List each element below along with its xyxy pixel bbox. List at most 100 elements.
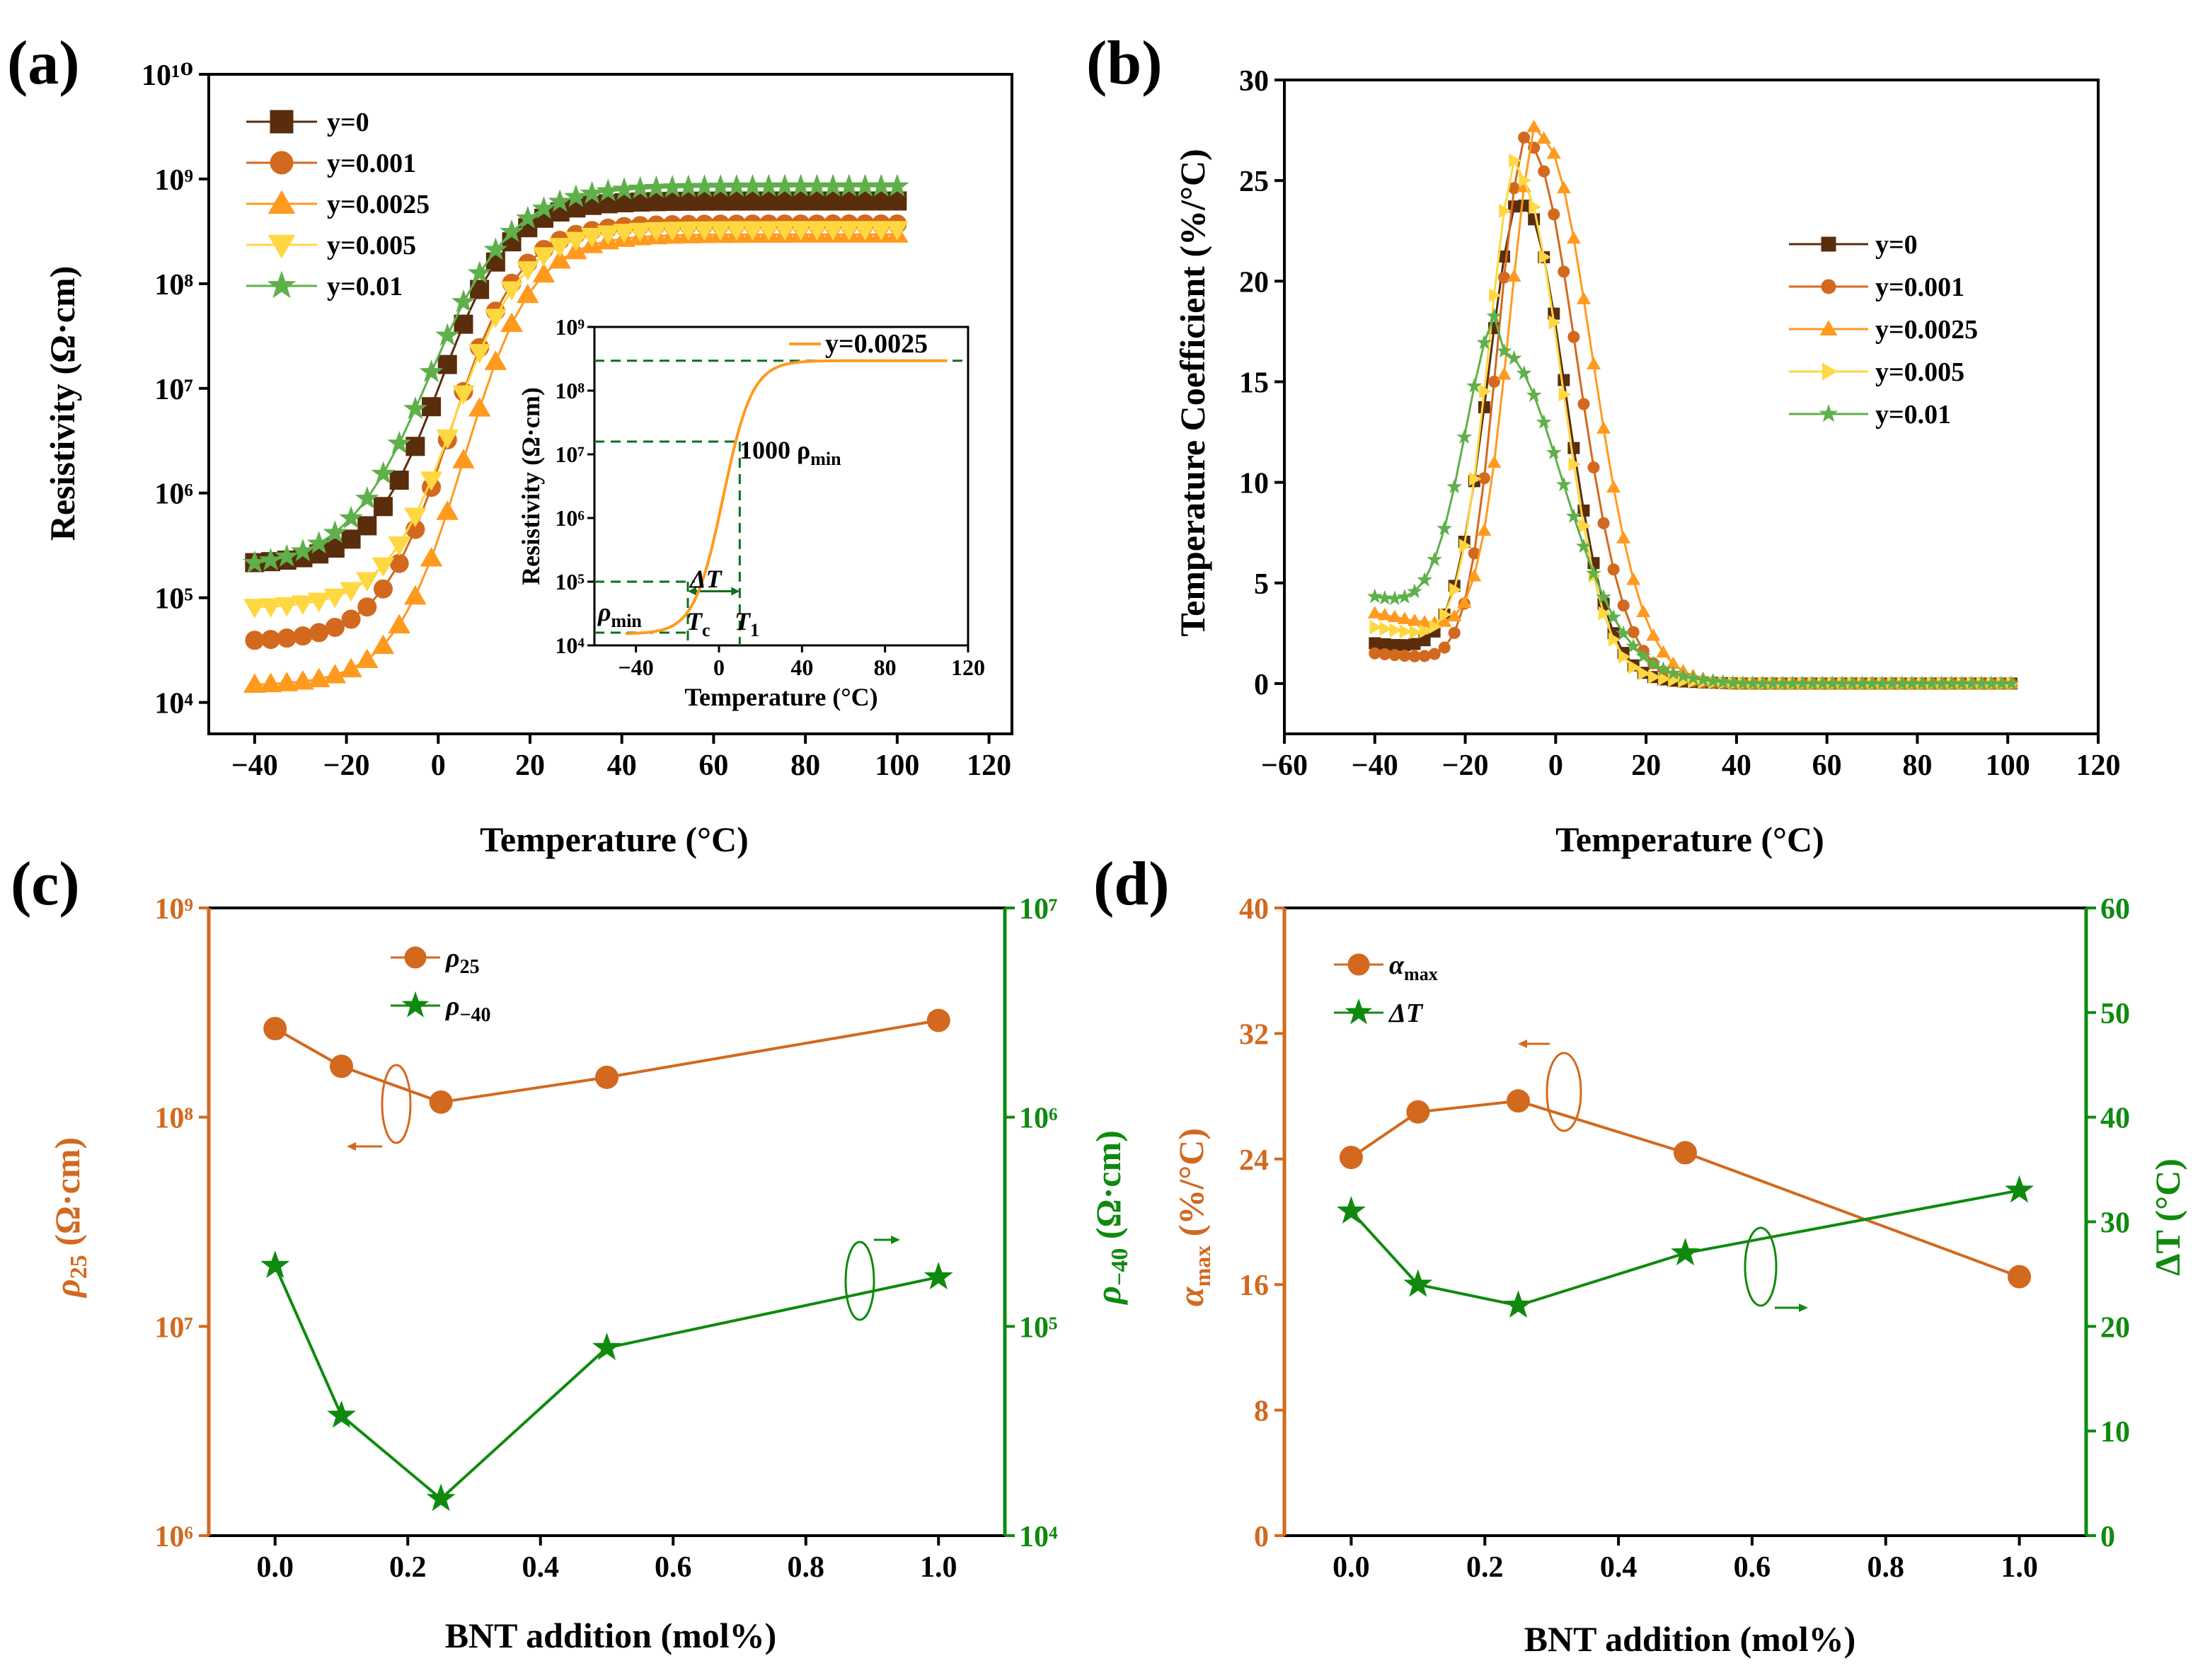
- inset-arrowhead: [688, 587, 696, 596]
- data-point: [1446, 478, 1463, 494]
- data-point: [307, 667, 330, 688]
- data-point: [1628, 660, 1641, 674]
- x-tick-label: −20: [323, 749, 370, 782]
- data-point: [1518, 131, 1531, 144]
- inset-y-tick-label: 10⁶: [555, 505, 585, 531]
- inset-y-tick-label: 10⁷: [555, 442, 585, 467]
- y-tick-label: 30: [1239, 65, 1269, 98]
- data-point: [1606, 480, 1621, 493]
- data-point: [1396, 589, 1412, 604]
- data-point: [789, 221, 812, 241]
- data-point: [1538, 165, 1550, 178]
- data-point: [1626, 573, 1641, 585]
- data-point: [372, 634, 395, 655]
- data-point: [1548, 208, 1560, 221]
- data-point: [592, 1333, 621, 1361]
- legend-marker: [1347, 953, 1370, 976]
- inset-annotation-1000-rho-min: 1000 ρmin: [739, 436, 841, 469]
- data-point: [1377, 607, 1392, 621]
- x-tick-label: 40: [1722, 749, 1751, 782]
- data-point: [1376, 589, 1393, 605]
- x-tick-label: 0.2: [389, 1551, 427, 1584]
- data-point: [1685, 669, 1701, 685]
- data-point: [292, 670, 314, 690]
- data-point: [1536, 414, 1552, 430]
- data-point: [1526, 120, 1541, 132]
- data-point: [837, 221, 861, 241]
- x-tick-label: 100: [1986, 749, 2030, 782]
- x-tick-label: −20: [1442, 749, 1489, 782]
- data-point: [1476, 334, 1492, 350]
- data-point: [1458, 539, 1472, 553]
- inset-frame: [593, 326, 969, 647]
- data-point: [548, 189, 572, 212]
- data-point: [437, 355, 457, 374]
- data-point: [1596, 421, 1611, 434]
- data-point: [1448, 626, 1461, 639]
- data-point: [1388, 649, 1401, 662]
- y-left-tick-label: 10⁹: [154, 893, 193, 926]
- legend-label: ρ−40: [445, 991, 491, 1026]
- data-point: [1658, 672, 1671, 686]
- data-point: [2005, 1175, 2035, 1203]
- data-point: [1403, 1269, 1433, 1297]
- data-point: [532, 247, 556, 267]
- data-point: [1438, 641, 1451, 654]
- legend-marker: [1345, 998, 1373, 1025]
- axis-indicator-ellipse: [844, 1241, 875, 1321]
- axis-indicator-arrowhead: [891, 1236, 900, 1244]
- data-point: [389, 471, 409, 490]
- inset-x-tick-label: 0: [713, 655, 725, 680]
- y-tick-label: 10⁴: [154, 688, 193, 720]
- x-tick-label: 0.6: [655, 1551, 692, 1584]
- data-point: [1449, 582, 1462, 597]
- inset-y-tick-label: 10⁹: [555, 314, 585, 340]
- data-point: [452, 449, 475, 468]
- inset-x-tick-label: 120: [951, 655, 985, 680]
- y-left-tick-label: 10⁶: [154, 1521, 193, 1553]
- data-point: [1608, 632, 1621, 647]
- data-point: [677, 221, 700, 241]
- data-point: [1519, 173, 1531, 188]
- x-tick-label: −60: [1261, 749, 1308, 782]
- data-point: [1578, 519, 1592, 534]
- legend-marker: [401, 991, 430, 1018]
- data-point: [1705, 672, 1721, 688]
- inset-y-tick-label: 10⁸: [555, 378, 585, 403]
- data-point: [1428, 648, 1441, 660]
- data-point: [277, 628, 297, 648]
- axis-label-c-right: ρ−40 (Ω·cm): [1088, 1130, 1133, 1306]
- data-point: [516, 261, 539, 281]
- data-point: [1439, 607, 1452, 622]
- y-tick-label: 0: [1254, 669, 1269, 701]
- inset-annotation-rho-min: ρmin: [597, 598, 642, 631]
- data-point: [1556, 180, 1571, 194]
- y-right-tick-label: 10⁴: [1019, 1521, 1058, 1553]
- chart-d: 0.0 0.2 0.4 0.6 0.8 1.0 0 8 16 24 32 40 0 10 20 30 40 50 6…: [1239, 893, 2130, 1584]
- x-tick-label: 0.6: [1734, 1551, 1771, 1584]
- data-point: [1566, 231, 1581, 244]
- y-tick-label: 10⁹: [154, 164, 193, 197]
- data-point: [355, 485, 379, 510]
- data-point: [372, 557, 395, 577]
- x-tick-label: 0.8: [1867, 1551, 1905, 1584]
- data-point: [1536, 131, 1551, 144]
- data-point: [426, 1483, 456, 1512]
- data-point: [1558, 387, 1572, 402]
- data-point: [1418, 650, 1431, 662]
- y-tick-label: 10⁶: [154, 478, 193, 511]
- data-point: [357, 597, 377, 617]
- data-point: [1546, 146, 1561, 159]
- data-point: [853, 221, 877, 241]
- data-point: [261, 630, 281, 650]
- data-point: [404, 507, 427, 528]
- data-point: [467, 260, 492, 284]
- x-tick-label: 0.8: [788, 1551, 825, 1584]
- data-point: [725, 221, 748, 241]
- data-point: [1409, 625, 1422, 640]
- data-point: [1671, 1238, 1700, 1266]
- inset-x-label: Temperature (°C): [684, 683, 877, 711]
- data-point: [1339, 1146, 1363, 1170]
- data-point: [420, 471, 443, 491]
- data-point: [693, 221, 716, 241]
